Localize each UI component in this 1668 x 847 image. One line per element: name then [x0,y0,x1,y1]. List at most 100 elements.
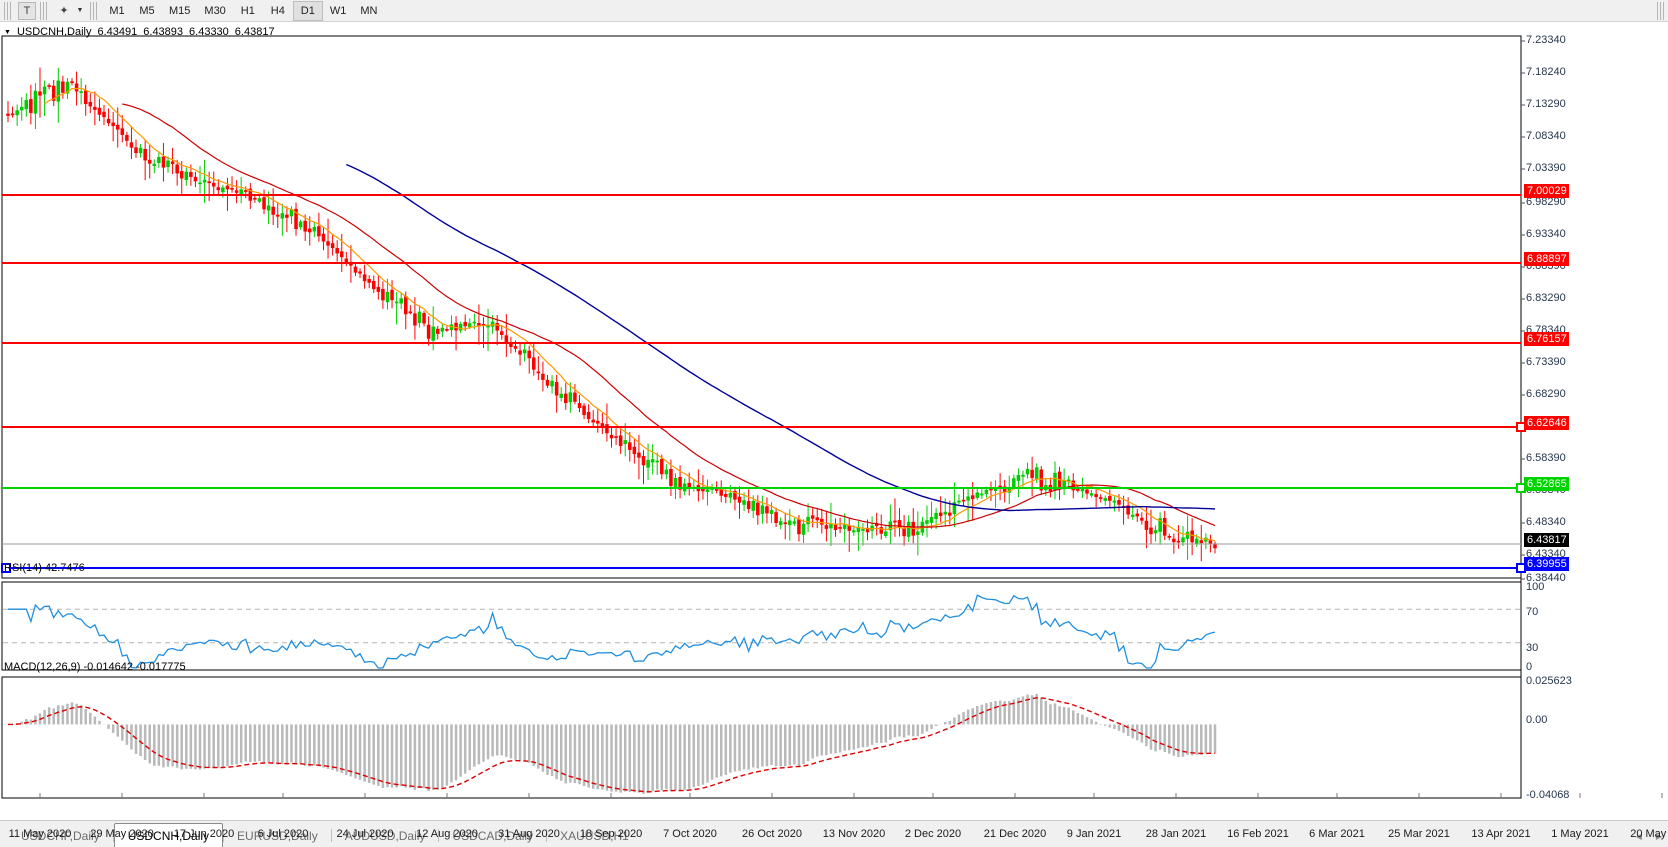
timeframe-button-m1[interactable]: M1 [109,4,125,17]
main-pane-frame [1,35,1522,579]
timeframe-button-h4[interactable]: H4 [270,4,285,17]
chart-tab-eurusd-daily[interactable]: EURUSD,Daily [237,829,318,843]
macd-histogram [11,693,1217,794]
date-tick-label: 6 Jul 2020 [257,828,309,840]
price-tick-label: 6.43340 [1526,548,1566,560]
chart-tab-bar: USDCHF,Daily USDCNH,Daily EURUSD,Daily AUDU… [0,820,1668,847]
price-tick-label: 6.58390 [1526,452,1566,464]
timeframe-button-m15[interactable]: M15 [169,4,191,17]
date-tick-label: 21 Dec 2020 [983,828,1047,840]
tab-separator [223,828,225,842]
toolbar-grip-2[interactable] [40,1,47,20]
price-level-tag-black[interactable]: 6.43817 [1524,533,1569,547]
indicators-icon[interactable]: ✦ [59,5,69,17]
symbol-label: USDCNH,Daily [16,26,92,38]
date-tick-label: 18 Sep 2020 [579,828,643,840]
date-tick-label: 1 May 2021 [1551,828,1609,840]
price-level-tag-red[interactable]: 6.76157 [1524,332,1569,346]
chevron-down-icon[interactable]: ▼ [76,7,84,14]
price-tick-label: 7.03390 [1526,162,1566,174]
macd-signal-line [8,697,1215,793]
toolbar-grip-right[interactable] [1657,2,1664,20]
chart-area[interactable]: ▼ USDCNH,Daily 6.43491 6.43893 6.43330 6… [0,22,1668,840]
date-tick-label: 31 Aug 2020 [498,828,560,840]
price-tick-label: 6.48340 [1526,516,1566,528]
timeframe-button-m5[interactable]: M5 [139,4,155,17]
price-level-tag-red[interactable]: 7.00029 [1524,184,1569,198]
rsi-panel-title: RSI(14) 42.7476 [4,562,85,574]
chart-tab-usdcnh-daily[interactable]: USDCNH,Daily [113,823,224,847]
rsi-pane-frame [1,581,1522,671]
scroll-left-icon[interactable]: ◀ [1635,832,1642,841]
date-tick-label: 6 Mar 2021 [1309,828,1365,840]
date-tick-label: 26 Oct 2020 [742,828,802,840]
date-tick-label: 17 Jun 2020 [173,828,235,840]
price-level-tag-red[interactable]: 6.88897 [1524,252,1569,266]
date-tick-label: 13 Nov 2020 [822,828,886,840]
price-tick-label: 6.98290 [1526,196,1566,208]
price-level-tag-green[interactable]: 6.52865 [1524,477,1569,491]
chart-tab-usdcad-daily[interactable]: USDCAD,Daily [452,829,534,843]
date-tick-label: 13 Apr 2021 [1471,828,1531,840]
text-tool-icon[interactable]: T [18,1,36,20]
date-tick-label: 29 May 2020 [90,828,154,840]
date-tick-label: 12 Aug 2020 [416,828,478,840]
timeframe-button-w1[interactable]: W1 [329,4,347,17]
toolbar-grip[interactable] [4,1,11,20]
rsi-tick-label: 100 [1526,581,1545,593]
quote-open: 6.43491 [97,26,138,38]
price-tick-label: 7.13290 [1526,98,1566,110]
tab-separator [112,828,114,842]
date-tick-label: 9 Jan 2021 [1066,828,1122,840]
tab-separator [546,828,548,842]
rsi-tick-label: 0 [1526,661,1533,673]
macd-tick-label: 0.025623 [1526,675,1572,687]
timeframe-button-d1[interactable]: D1 [292,0,323,21]
price-tick-label: 6.88390 [1526,260,1566,272]
horizontal-scroll-arrows[interactable]: ◀ ▶ [1636,832,1662,841]
price-level-tag-blue[interactable]: 6.39955 [1524,557,1569,571]
price-tick-label: 7.08340 [1526,130,1566,142]
ma-mid-line [122,103,1216,528]
date-tick-label: 25 Mar 2021 [1388,828,1450,840]
chart-tab-xauusd-h1[interactable]: XAUUSD,H1 [560,829,629,843]
date-tick-label: 16 Feb 2021 [1227,828,1289,840]
price-tick-label: 6.93340 [1526,228,1566,240]
tab-separator [330,828,332,842]
date-tick-label: 28 Jan 2021 [1145,828,1207,840]
toolbar-grip-3[interactable] [90,1,97,20]
date-tick-label: 2 Dec 2020 [904,828,962,840]
timeframe-button-mn[interactable]: MN [360,4,378,17]
price-tick-label: 7.23340 [1526,34,1566,46]
symbol-quote-line: ▼ USDCNH,Daily 6.43491 6.43893 6.43330 6… [4,25,275,39]
date-tick-label: 20 May 2021 [1630,828,1668,840]
ma-slow-line [346,163,1216,512]
price-tick-label: 6.38440 [1526,572,1566,584]
quote-low: 6.43330 [189,26,229,38]
price-tick-label: 6.78340 [1526,324,1566,336]
chart-tab-usdchf-daily[interactable]: USDCHF,Daily [21,829,100,843]
rsi-tick-label: 30 [1526,642,1539,654]
chart-canvas[interactable] [0,22,1668,805]
price-tick-label: 6.83290 [1526,292,1566,304]
timeframe-group: M1 M5 M15 M30 H1 H4 D1 W1 MN [102,0,384,21]
timeframe-button-m30[interactable]: M30 [204,4,226,17]
price-tick-label: 6.68290 [1526,388,1566,400]
tab-separator [438,828,440,842]
price-level-tag-red[interactable]: 6.62646 [1524,416,1569,430]
macd-tick-label: 0.00 [1526,714,1548,726]
top-toolbar: T ✦ ▼ M1 M5 M15 M30 H1 H4 D1 W1 MN [0,0,1668,22]
quote-close: 6.43817 [234,26,275,38]
chevron-down-icon[interactable]: ▼ [4,28,11,36]
timeframe-button-h1[interactable]: H1 [240,4,255,17]
chart-tab-audusd-daily[interactable]: AUDUSD,Daily [344,829,426,843]
date-tick-label: 11 May 2020 [8,828,72,840]
price-tick-label: 7.18240 [1526,66,1566,78]
scroll-right-icon[interactable]: ▶ [1655,832,1662,841]
price-tick-label: 6.73390 [1526,356,1566,368]
date-tick-label: 24 Jul 2020 [336,828,394,840]
level-handle-left [1,563,11,573]
macd-panel-title: MACD(12,26,9) -0.014642 -0.017775 [4,661,186,673]
candlestick-series [6,67,1217,562]
